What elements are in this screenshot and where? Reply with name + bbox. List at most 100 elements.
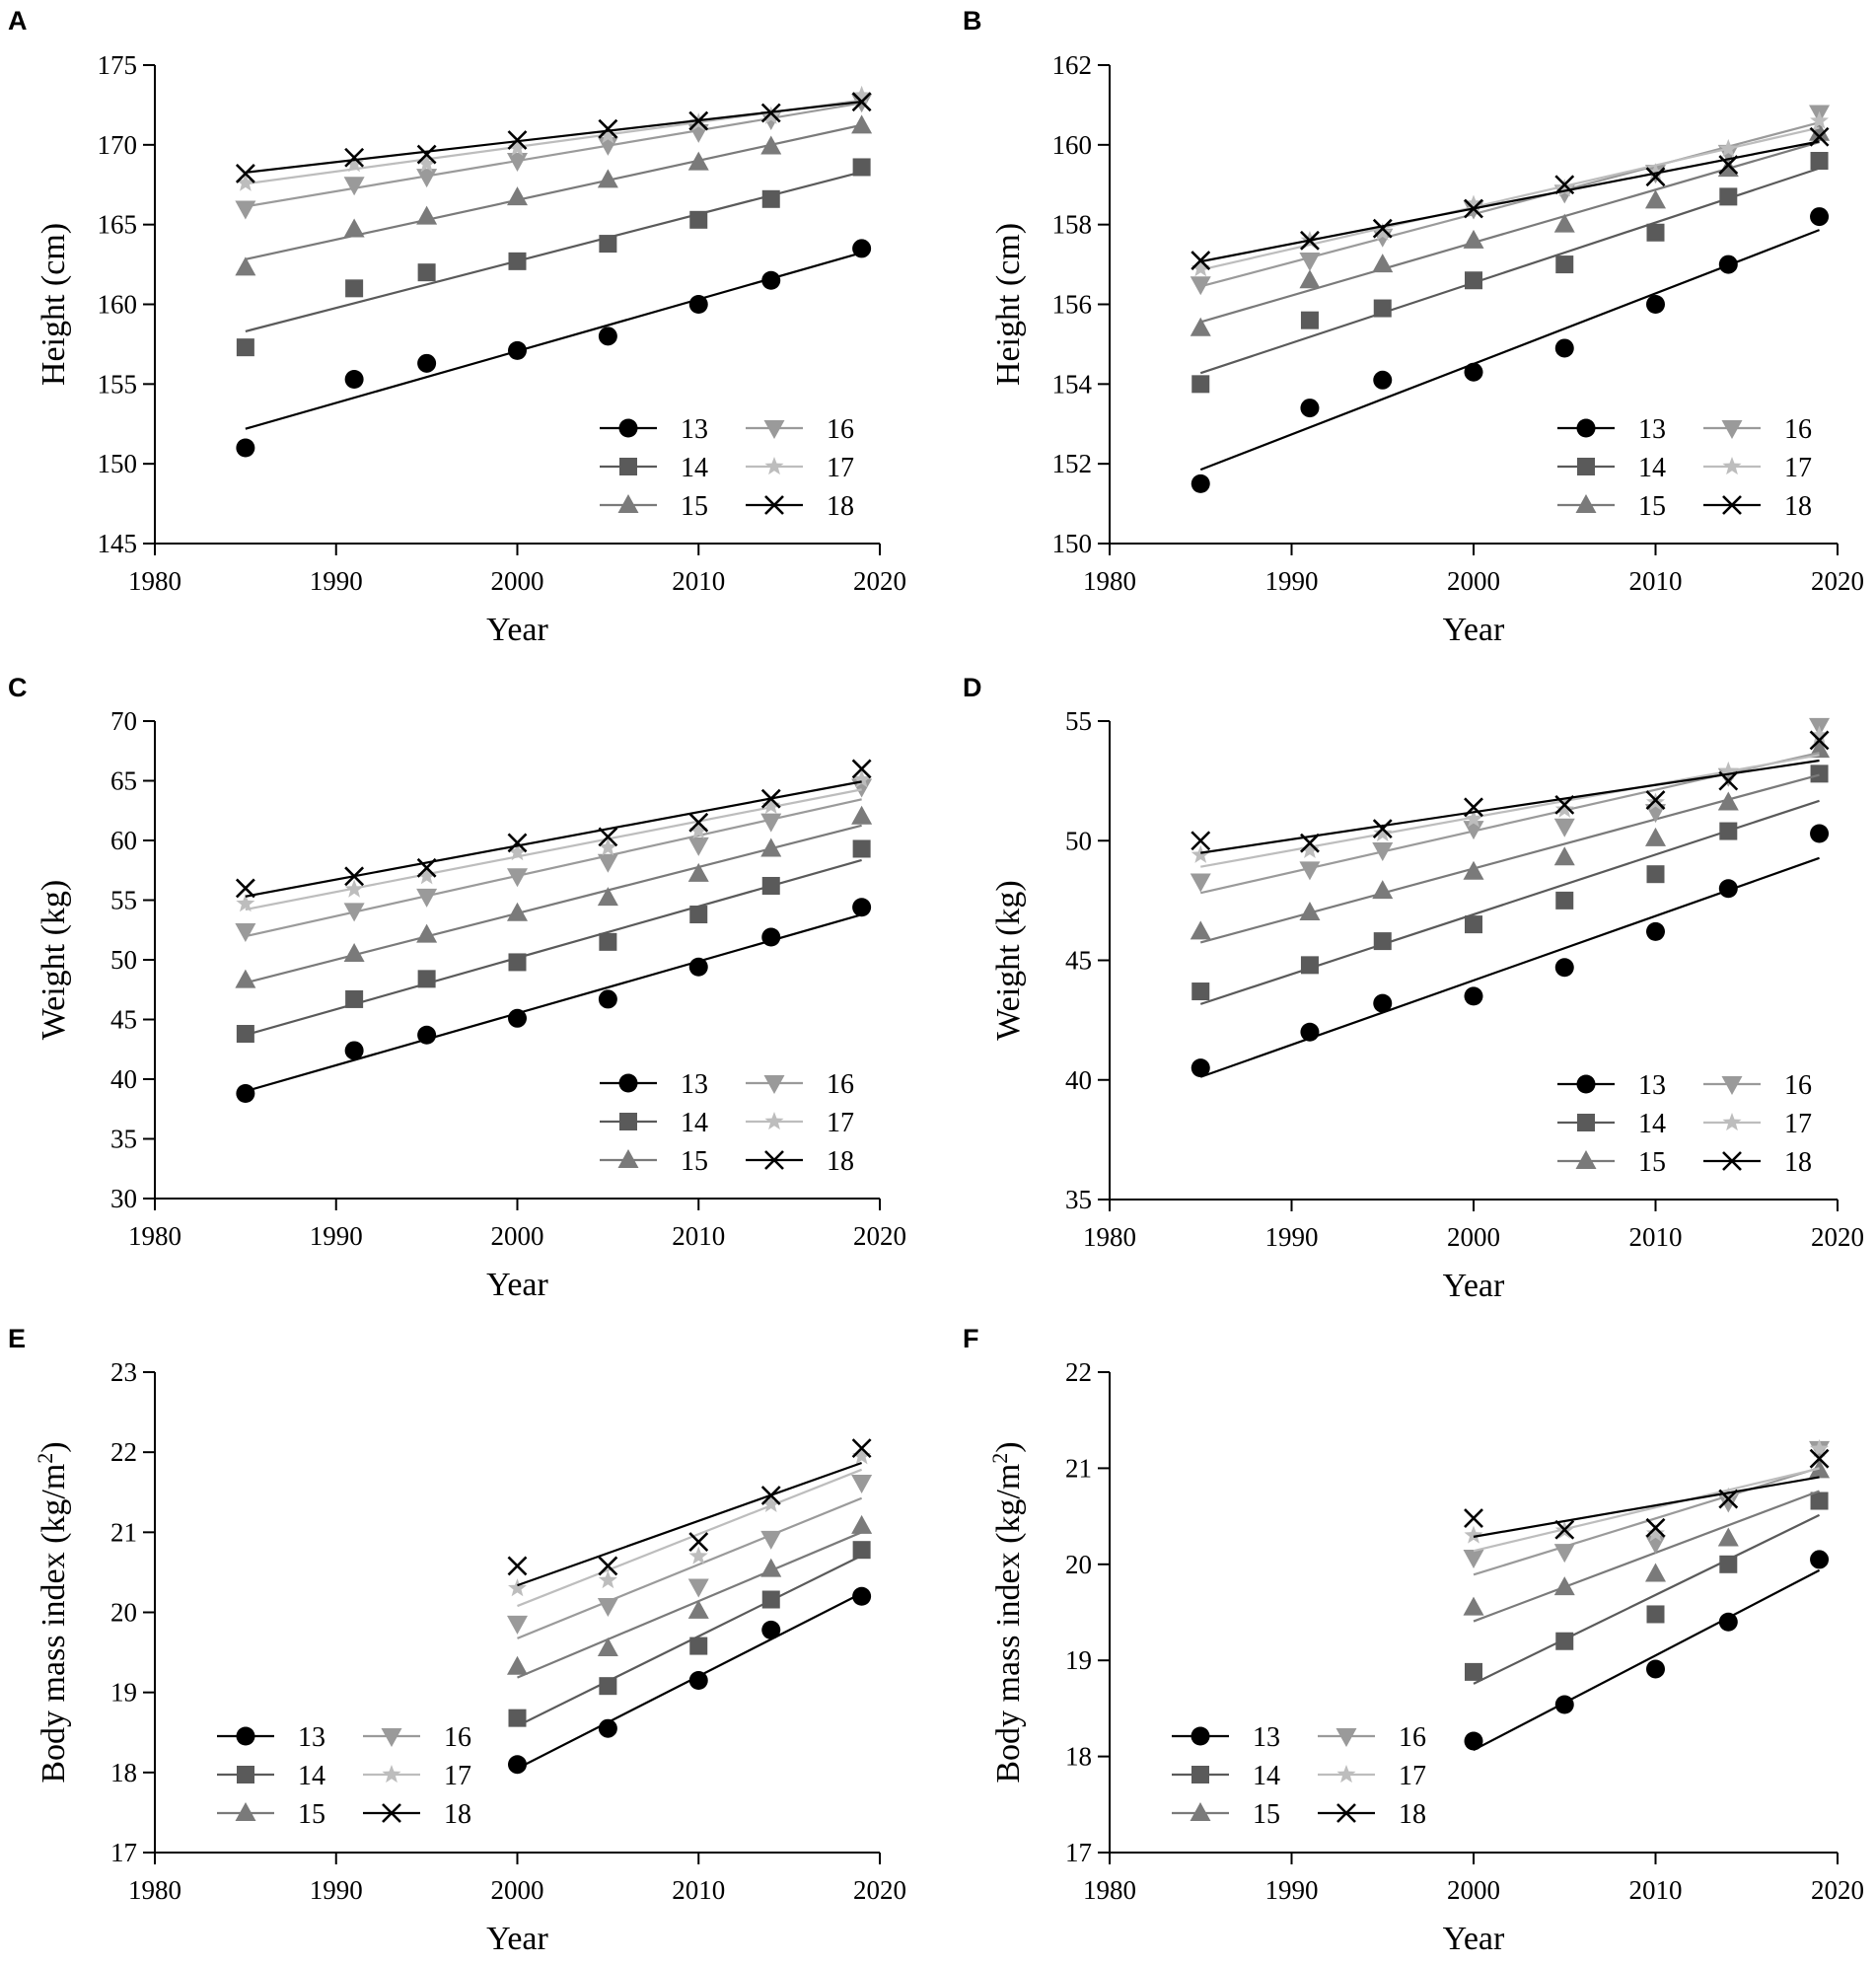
data-point-18 — [851, 1438, 872, 1459]
legend-marker — [382, 1765, 401, 1783]
x-axis-title: Year — [486, 612, 548, 648]
data-point-16 — [1553, 1544, 1575, 1564]
data-point-16 — [1645, 1535, 1666, 1555]
legend: 13 14 15 16 17 18 — [1557, 1070, 1812, 1178]
y-tick-label: 35 — [110, 1125, 137, 1154]
y-tick-label: 65 — [110, 766, 137, 796]
data-point-16 — [851, 1475, 873, 1494]
data-point-13 — [1810, 207, 1830, 227]
y-tick-label: 45 — [1065, 946, 1092, 976]
data-point-16 — [1463, 1549, 1484, 1568]
series-15 — [1190, 121, 1831, 336]
trend-line-17 — [517, 1468, 863, 1608]
data-point-17 — [688, 821, 708, 839]
data-point-15 — [1645, 1563, 1666, 1582]
x-tick-label: 2000 — [491, 1875, 544, 1905]
y-tick-label: 19 — [1065, 1645, 1092, 1675]
legend-item-13: 13 — [1172, 1722, 1280, 1753]
data-point-14 — [599, 235, 617, 254]
data-point-14 — [1719, 1555, 1738, 1573]
data-point-14 — [761, 876, 780, 895]
y-tick-label: 23 — [110, 1357, 137, 1387]
data-point-14 — [1465, 271, 1482, 290]
data-point-17 — [1718, 138, 1738, 157]
panel-e: E 17 18 19 20 21 22 23 1980 1990 2000 2010 2020 Year B… — [8, 1324, 906, 1957]
data-point-14 — [1555, 891, 1574, 910]
data-point-17 — [236, 894, 255, 912]
legend-item-17: 17 — [1703, 453, 1812, 483]
data-point-14 — [1373, 932, 1392, 951]
data-point-14 — [689, 906, 708, 924]
x-tick-label: 2010 — [1629, 566, 1683, 596]
data-point-16 — [597, 1598, 618, 1618]
data-point-17 — [507, 842, 528, 861]
data-point-18 — [344, 147, 365, 168]
data-point-18 — [760, 1486, 781, 1505]
trend-line-18 — [517, 1461, 862, 1587]
y-tick-label: 175 — [98, 50, 138, 80]
data-point-15 — [1190, 317, 1211, 336]
data-point-15 — [1645, 189, 1666, 209]
legend-label: 15 — [1638, 1147, 1666, 1178]
data-point-17 — [1554, 799, 1574, 818]
data-point-14 — [1646, 223, 1665, 242]
legend-label: 17 — [444, 1761, 471, 1791]
series-16 — [507, 1475, 873, 1639]
data-point-13 — [1718, 255, 1738, 274]
legend-label: 18 — [827, 491, 854, 522]
data-point-14 — [1719, 822, 1738, 840]
series-14 — [236, 158, 871, 357]
x-axis-title: Year — [1443, 612, 1505, 648]
data-point-17 — [1645, 1523, 1666, 1542]
legend-item-13: 13 — [600, 1069, 708, 1100]
x-tick-label: 1990 — [1265, 1875, 1319, 1905]
data-point-16 — [760, 813, 782, 833]
data-point-13 — [236, 1084, 255, 1104]
data-point-18 — [1645, 1517, 1666, 1538]
data-point-18 — [416, 857, 437, 878]
data-point-14 — [236, 338, 254, 357]
trend-line-14 — [1199, 167, 1820, 375]
y-tick-label: 156 — [1052, 290, 1093, 320]
legend-item-14: 14 — [1557, 1109, 1666, 1139]
legend-label: 18 — [1784, 491, 1812, 522]
data-point-17 — [1554, 179, 1574, 197]
data-point-18 — [760, 103, 781, 123]
data-point-13 — [1300, 399, 1320, 418]
trend-line-16 — [1473, 1466, 1820, 1576]
data-point-18 — [1809, 126, 1830, 147]
legend-label: 13 — [681, 1069, 708, 1100]
legend-item-17: 17 — [1703, 1109, 1812, 1139]
trend-line-18 — [1200, 140, 1820, 263]
data-point-13 — [1300, 1022, 1320, 1042]
data-point-18 — [1718, 1489, 1739, 1509]
data-point-17 — [761, 1493, 781, 1513]
data-point-16 — [1717, 1493, 1739, 1513]
data-point-14 — [1810, 152, 1829, 170]
legend-marker — [763, 420, 785, 439]
data-point-14 — [852, 839, 871, 858]
data-point-16 — [1299, 253, 1321, 272]
x-tick-label: 2020 — [1811, 1222, 1864, 1252]
data-point-14 — [417, 263, 436, 282]
panel-b: B 150 152 154 156 158 160 162 1980 1990 2000 2010 20… — [963, 6, 1864, 648]
y-tick-label: 19 — [110, 1678, 137, 1708]
y-tick-label: 150 — [1052, 529, 1093, 558]
data-point-13 — [417, 1025, 437, 1045]
legend-marker — [1336, 1803, 1356, 1823]
data-point-14 — [1555, 1632, 1574, 1650]
legend: 13 14 15 16 17 18 — [1557, 414, 1812, 522]
x-tick-label: 1980 — [1083, 1875, 1136, 1905]
trend-line-13 — [245, 913, 862, 1093]
legend-item-13: 13 — [1557, 414, 1666, 445]
x-tick-label: 1990 — [310, 1875, 363, 1905]
series-15 — [235, 114, 873, 276]
data-point-14 — [852, 1541, 871, 1560]
legend-marker — [618, 418, 638, 438]
data-point-15 — [1372, 880, 1394, 900]
data-point-15 — [1553, 213, 1575, 233]
data-point-14 — [761, 189, 780, 208]
legend-item-14: 14 — [600, 1108, 708, 1138]
legend-marker — [1577, 458, 1595, 475]
x-axis-title: Year — [486, 1921, 548, 1957]
